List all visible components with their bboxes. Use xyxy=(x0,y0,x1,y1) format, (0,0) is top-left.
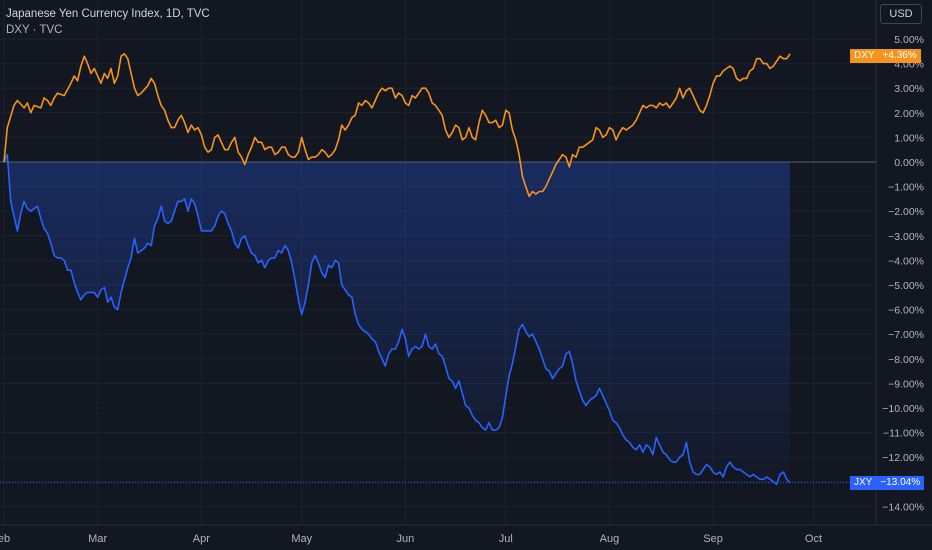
y-tick-label: −7.00% xyxy=(888,329,924,341)
dxy-tag-name: DXY xyxy=(850,48,879,63)
y-tick-label: −12.00% xyxy=(882,452,924,464)
y-tick-label: −5.00% xyxy=(888,280,924,292)
y-tick-label: −14.00% xyxy=(882,501,924,513)
y-tick-label: −6.00% xyxy=(888,305,924,317)
x-tick-label: Mar xyxy=(88,533,107,545)
y-tick-label: 5.00% xyxy=(894,34,924,46)
y-tick-label: −10.00% xyxy=(882,403,924,415)
dxy-tag-value: +4.36% xyxy=(878,48,921,63)
y-tick-label: 2.00% xyxy=(894,108,924,120)
chart-legend: Japanese Yen Currency Index, 1D, TVC DXY… xyxy=(6,6,210,38)
x-tick-label: Jun xyxy=(397,533,415,545)
x-tick-label: May xyxy=(291,533,312,545)
dxy-price-tag: DXY +4.36% xyxy=(850,48,921,63)
jxy-tag-value: −13.04% xyxy=(876,475,925,490)
y-tick-label: −4.00% xyxy=(888,255,924,267)
y-tick-label: 3.00% xyxy=(894,83,924,95)
jxy-tag-name: JXY xyxy=(850,475,877,490)
y-tick-label: −8.00% xyxy=(888,354,924,366)
jxy-price-tag: JXY −13.04% xyxy=(850,475,925,490)
y-tick-label: −2.00% xyxy=(888,206,924,218)
x-tick-label: Sep xyxy=(703,533,723,545)
x-tick-label: Jul xyxy=(499,533,513,545)
currency-button[interactable]: USD xyxy=(880,4,922,24)
y-tick-label: −11.00% xyxy=(883,428,924,440)
y-tick-label: 1.00% xyxy=(894,132,924,144)
dxy-series-line xyxy=(3,53,791,198)
compare-symbol-label[interactable]: DXY · TVC xyxy=(6,24,63,36)
y-tick-label: −3.00% xyxy=(888,231,924,243)
x-tick-label: Aug xyxy=(600,533,620,545)
chart-title[interactable]: Japanese Yen Currency Index, 1D, TVC xyxy=(6,8,210,20)
jxy-series-line xyxy=(3,153,791,486)
x-tick-label: Oct xyxy=(805,533,822,545)
y-tick-label: −1.00% xyxy=(888,182,924,194)
jxy-area-fill xyxy=(4,154,791,485)
y-tick-label: −9.00% xyxy=(888,378,924,390)
y-tick-label: 0.00% xyxy=(894,157,924,169)
x-tick-label: Apr xyxy=(193,533,210,545)
x-tick-label: eb xyxy=(0,533,10,545)
